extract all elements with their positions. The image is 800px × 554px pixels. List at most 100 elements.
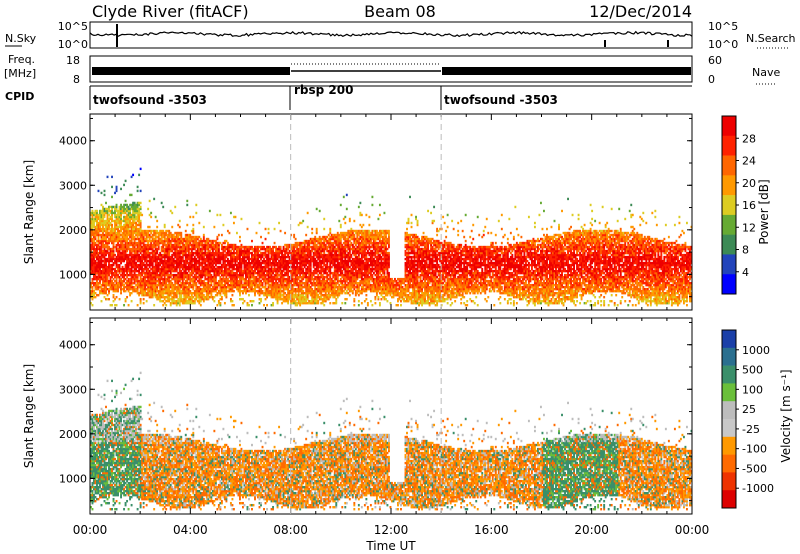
power-cell: [336, 279, 339, 283]
power-cell: [181, 281, 184, 285]
power-cell: [135, 261, 138, 265]
power-cell: [306, 267, 309, 271]
power-cell: [103, 263, 106, 267]
power-cell: [216, 237, 219, 241]
power-cell: [263, 273, 265, 277]
power-cell: [111, 209, 113, 213]
power-cell: [336, 241, 339, 245]
power-cell: [267, 231, 270, 235]
power-cell: [178, 293, 181, 297]
power-cell: [199, 293, 202, 297]
power-cell: [258, 289, 261, 293]
power-cell: [150, 287, 153, 291]
power-cell: [275, 249, 278, 253]
power-cell: [160, 253, 163, 257]
power-cell: [339, 263, 342, 267]
power-cell: [132, 257, 135, 261]
power-cell: [323, 249, 326, 253]
power-cell: [213, 225, 216, 229]
power-cell: [187, 265, 190, 269]
power-cell: [112, 253, 115, 257]
power-cell: [90, 257, 92, 261]
power-cell: [150, 271, 153, 275]
power-cell: [178, 279, 181, 283]
power-cell: [126, 253, 129, 257]
power-cell: [172, 237, 175, 241]
power-cell: [210, 253, 213, 257]
power-cell: [326, 289, 329, 293]
power-cell: [232, 289, 235, 293]
power-cell: [91, 253, 94, 257]
power-cell: [195, 289, 198, 293]
power-cell: [336, 239, 339, 243]
power-cell: [175, 231, 178, 235]
power-cell: [148, 255, 151, 259]
power-cell: [175, 263, 178, 267]
power-cell: [204, 289, 207, 293]
power-cell: [330, 243, 333, 247]
power-cell: [138, 223, 141, 227]
power-cell: [201, 261, 204, 265]
power-cell: [193, 301, 196, 305]
power-cell: [141, 231, 144, 235]
power-cell: [282, 265, 285, 269]
power-cell: [282, 283, 285, 287]
power-cell: [293, 255, 296, 259]
power-cell: [338, 283, 341, 287]
power-cell: [169, 267, 172, 271]
power-cell: [312, 261, 315, 265]
power-cell: [300, 267, 303, 271]
power-cell: [154, 259, 157, 263]
power-cell: [326, 247, 329, 251]
power-cell: [159, 281, 162, 285]
power-cell: [118, 249, 121, 253]
power-cell: [335, 299, 338, 303]
power-cell: [314, 257, 317, 261]
power-cell: [335, 267, 338, 271]
power-cell: [287, 275, 290, 279]
power-cell: [300, 251, 303, 255]
power-cell: [317, 255, 320, 259]
power-cell: [93, 241, 95, 245]
power-cell: [279, 289, 282, 293]
power-cell: [180, 247, 183, 251]
power-cell: [117, 231, 119, 235]
power-cell: [156, 271, 159, 275]
power-cell: [103, 281, 106, 285]
power-cell: [111, 263, 113, 267]
power-cell: [220, 233, 223, 237]
power-cell: [329, 265, 332, 269]
power-cell: [115, 265, 118, 269]
power-cell: [186, 255, 189, 259]
power-cell: [242, 259, 244, 263]
power-cell: [296, 297, 299, 301]
power-cell: [91, 245, 94, 249]
power-cell: [296, 253, 299, 257]
power-cell: [317, 287, 320, 291]
power-cell: [133, 225, 136, 229]
power-cell: [181, 259, 184, 263]
power-cell: [213, 295, 216, 299]
power-cell: [159, 271, 162, 275]
power-cell: [326, 265, 329, 269]
power-cell: [198, 269, 201, 273]
power-cell: [192, 291, 195, 295]
power-cell: [187, 299, 190, 303]
power-cell: [327, 239, 330, 243]
power-cell: [162, 287, 165, 291]
power-cell: [192, 265, 195, 269]
power-cell: [279, 249, 282, 253]
power-cell: [126, 243, 129, 247]
power-cell: [329, 249, 332, 253]
power-cell: [115, 187, 118, 191]
power-cell: [229, 255, 232, 259]
power-cell: [187, 243, 190, 247]
power-cell: [312, 281, 315, 285]
power-cell: [129, 241, 132, 245]
power-cell: [163, 273, 166, 277]
power-cell: [153, 253, 156, 257]
power-cell: [231, 285, 234, 289]
power-cell: [254, 253, 256, 257]
power-cell: [109, 257, 112, 261]
power-cell: [183, 243, 186, 247]
